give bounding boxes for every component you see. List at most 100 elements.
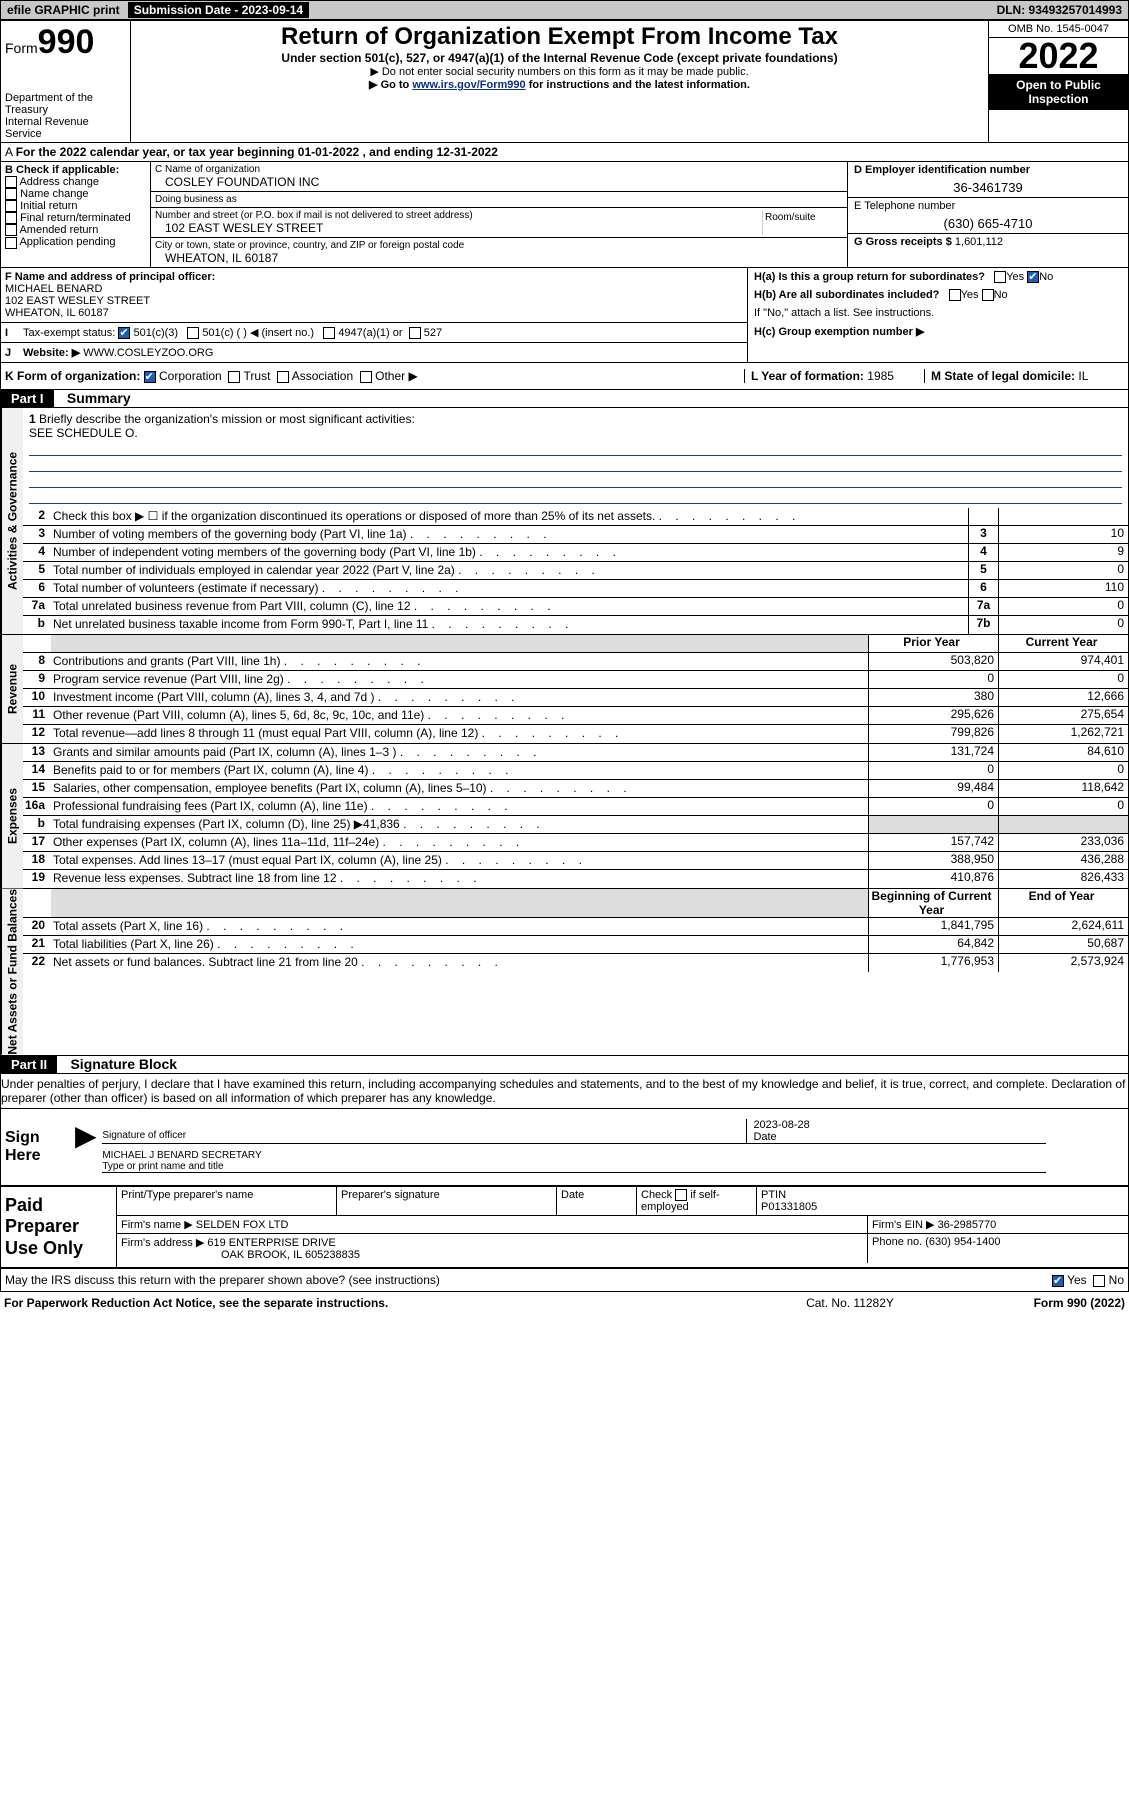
d-label: D Employer identification number (854, 164, 1122, 176)
preparer-block: Paid Preparer Use Only Print/Type prepar… (1, 1187, 1128, 1270)
firm-phone: (630) 954-1400 (925, 1236, 1000, 1248)
page-footer: For Paperwork Reduction Act Notice, see … (0, 1292, 1129, 1314)
chk-self-employed[interactable] (675, 1189, 687, 1201)
net-section: Net Assets or Fund Balances Beginning of… (1, 889, 1128, 1056)
website: WWW.COSLEYZOO.ORG (83, 347, 213, 359)
chk-name-change[interactable] (5, 188, 17, 200)
gov-line: 5Total number of individuals employed in… (23, 562, 1128, 580)
firm-ein: 36-2985770 (938, 1219, 997, 1231)
col-b: B Check if applicable: Address change Na… (1, 162, 151, 267)
prep-h3: Date (557, 1187, 637, 1215)
prep-h2: Preparer's signature (337, 1187, 557, 1215)
chk-assoc[interactable] (277, 371, 289, 383)
chk-pending[interactable] (5, 237, 17, 249)
firm-name: SELDEN FOX LTD (196, 1219, 289, 1231)
net-hdr: Beginning of Current Year End of Year (23, 889, 1128, 918)
hdr-begin: Beginning of Current Year (868, 889, 998, 917)
vtab-net: Net Assets or Fund Balances (1, 889, 23, 1055)
irs-label: Internal Revenue Service (5, 116, 126, 140)
chk-discuss-yes[interactable] (1052, 1275, 1064, 1287)
vtab-exp: Expenses (1, 744, 23, 888)
opt-4947: 4947(a)(1) or (338, 327, 402, 339)
chk-4947[interactable] (323, 327, 335, 339)
chk-501c3[interactable] (118, 327, 130, 339)
chk-ha-yes[interactable] (994, 271, 1006, 283)
ptin-label: PTIN (761, 1189, 1124, 1201)
firm-addr1: 619 ENTERPRISE DRIVE (207, 1237, 335, 1249)
c-name-label: C Name of organization (155, 164, 843, 175)
gov-line: 2Check this box ▶ ☐ if the organization … (23, 508, 1128, 526)
form-number: 990 (38, 23, 95, 61)
chk-initial[interactable] (5, 200, 17, 212)
gov-line: bNet unrelated business taxable income f… (23, 616, 1128, 634)
open-public: Open to Public Inspection (989, 74, 1128, 110)
f-label: F Name and address of principal officer: (5, 271, 743, 283)
section-fh: F Name and address of principal officer:… (1, 268, 1128, 362)
date-label: Date (753, 1131, 1046, 1143)
hdr-end: End of Year (998, 889, 1128, 917)
gov-line: 7aTotal unrelated business revenue from … (23, 598, 1128, 616)
chk-hb-no[interactable] (982, 289, 994, 301)
org-city: WHEATON, IL 60187 (155, 251, 843, 265)
gov-line: 4Number of independent voting members of… (23, 544, 1128, 562)
b-label: B Check if applicable: (5, 164, 146, 176)
irs-link[interactable]: www.irs.gov/Form990 (412, 79, 525, 91)
exp-section: Expenses 13Grants and similar amounts pa… (1, 744, 1128, 889)
hb-no: No (994, 289, 1008, 301)
uline3 (29, 474, 1122, 488)
g-label: G Gross receipts $ (854, 236, 952, 248)
sign-arrow-icon: ▶ (75, 1119, 99, 1152)
note2-post: for instructions and the latest informat… (526, 79, 750, 91)
chk-other[interactable] (360, 371, 372, 383)
col-de: D Employer identification number36-34617… (848, 162, 1128, 267)
data-line: bTotal fundraising expenses (Part IX, co… (23, 816, 1128, 834)
i-label: Tax-exempt status: (23, 327, 115, 339)
officer-name: MICHAEL BENARD (5, 283, 743, 295)
may-discuss-row: May the IRS discuss this return with the… (1, 1269, 1128, 1291)
discuss-no: No (1109, 1273, 1124, 1287)
gross-receipts: 1,601,112 (955, 236, 1003, 248)
chk-final[interactable] (5, 212, 17, 224)
ha-yes: Yes (1006, 271, 1024, 283)
vtab-rev: Revenue (1, 635, 23, 743)
name-type-label: Type or print name and title (102, 1161, 1046, 1172)
data-line: 10Investment income (Part VIII, column (… (23, 689, 1128, 707)
chk-527[interactable] (409, 327, 421, 339)
tax-year: 2022 (989, 38, 1128, 74)
firm-name-label: Firm's name ▶ (121, 1219, 193, 1231)
org-name: COSLEY FOUNDATION INC (155, 175, 843, 189)
sign-here: Sign Here (1, 1109, 71, 1185)
dept-treasury: Department of the Treasury (5, 92, 126, 116)
ha-no: No (1039, 271, 1053, 283)
form-note1: ▶ Do not enter social security numbers o… (135, 65, 984, 78)
chk-trust[interactable] (228, 371, 240, 383)
chk-501c[interactable] (187, 327, 199, 339)
chk-hb-yes[interactable] (949, 289, 961, 301)
chk-corp[interactable] (144, 371, 156, 383)
form-note2: ▶ Go to www.irs.gov/Form990 for instruct… (135, 78, 984, 91)
note2-pre: ▶ Go to (369, 79, 412, 91)
opt-corp: Corporation (159, 369, 222, 383)
header-right: OMB No. 1545-0047 2022 Open to Public In… (988, 21, 1128, 142)
part1-title: Summary (57, 390, 131, 406)
hb-label: H(b) Are all subordinates included? (754, 289, 939, 301)
opt-name: Name change (20, 188, 89, 200)
chk-amended[interactable] (5, 224, 17, 236)
opt-other: Other ▶ (375, 369, 418, 383)
l-label: L Year of formation: (751, 369, 864, 383)
opt-address: Address change (19, 176, 99, 188)
penalty-text: Under penalties of perjury, I declare th… (1, 1074, 1128, 1108)
domicile: IL (1078, 369, 1088, 383)
chk-address-change[interactable] (5, 176, 17, 188)
c-city-label: City or town, state or province, country… (155, 240, 843, 251)
efile-label[interactable]: efile GRAPHIC print (1, 3, 126, 17)
data-line: 12Total revenue—add lines 8 through 11 (… (23, 725, 1128, 743)
sig-officer-label: Signature of officer (102, 1130, 746, 1141)
form-label: Form (5, 40, 38, 56)
topbar: efile GRAPHIC print Submission Date - 20… (0, 0, 1129, 20)
chk-discuss-no[interactable] (1093, 1275, 1105, 1287)
part2-title: Signature Block (60, 1056, 177, 1072)
chk-ha-no[interactable] (1027, 271, 1039, 283)
data-line: 22Net assets or fund balances. Subtract … (23, 954, 1128, 972)
header-left: Form990 Department of the Treasury Inter… (1, 21, 131, 142)
